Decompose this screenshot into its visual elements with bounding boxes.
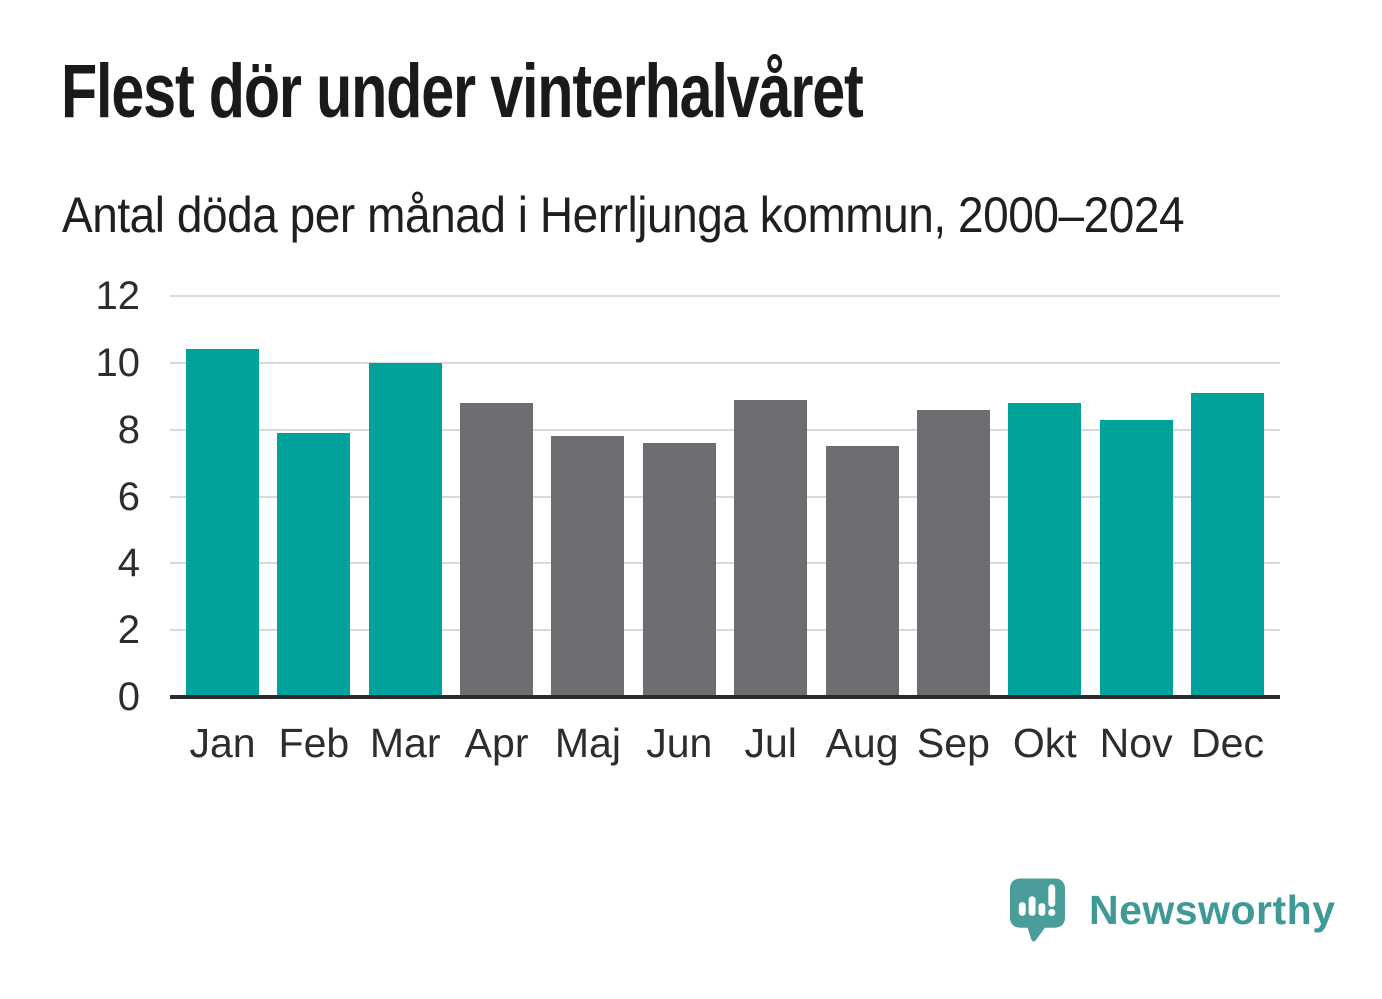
bar-jun: [642, 443, 716, 697]
x-tick-label-dec: Dec: [1191, 720, 1264, 766]
bar-chart-speech-bubble-icon: [1009, 878, 1066, 942]
y-tick-label-2: 2: [117, 608, 140, 653]
bar-feb: [277, 433, 351, 697]
x-tick-label-jul: Jul: [744, 720, 797, 766]
bar-sep: [916, 409, 990, 697]
x-tick-label-jun: Jun: [646, 720, 713, 766]
y-tick-label-6: 6: [117, 474, 140, 519]
brand-wordmark: Newsworthy: [1089, 886, 1336, 933]
bar-apr: [460, 402, 534, 697]
bar-jul: [734, 399, 808, 697]
x-tick-label-okt: Okt: [1012, 720, 1077, 766]
x-tick-label-aug: Aug: [825, 720, 899, 766]
gridline-10: [170, 361, 1280, 364]
bar-okt: [1008, 402, 1082, 697]
y-tick-label-4: 4: [117, 541, 140, 586]
gridline-6: [170, 495, 1280, 498]
y-tick-label-10: 10: [95, 340, 141, 385]
bar-jan: [186, 349, 259, 697]
gridline-2: [170, 629, 1280, 632]
x-tick-label-mar: Mar: [369, 720, 441, 766]
y-tick-label-8: 8: [117, 407, 140, 452]
x-tick-label-apr: Apr: [464, 720, 529, 766]
x-axis-line: [170, 695, 1280, 699]
page-title: Flest dör under vinterhalvåret: [61, 49, 864, 134]
gridline-4: [170, 562, 1280, 565]
bar-nov: [1099, 419, 1173, 697]
newsworthy-logo: Newsworthy: [1008, 876, 1336, 944]
x-tick-label-feb: Feb: [278, 720, 350, 766]
gridline-8: [170, 428, 1280, 431]
bar-dec: [1191, 392, 1264, 697]
gridline-12: [170, 295, 1280, 297]
y-tick-label-0: 0: [117, 675, 140, 719]
x-tick-label-maj: Maj: [554, 720, 621, 766]
y-tick-label-12: 12: [95, 274, 141, 318]
bar-chart: 0 2 4 6 8 10 12 Jan Feb Mar Apr Maj Jun Jul Aug Sep Okt…: [96, 274, 1280, 766]
x-tick-label-nov: Nov: [1099, 720, 1173, 766]
x-tick-label-jan: Jan: [189, 720, 256, 766]
bar-maj: [551, 436, 625, 697]
bar-aug: [825, 446, 899, 697]
chart-subtitle: Antal döda per månad i Herrljunga kommun…: [62, 187, 1185, 243]
bar-mar: [368, 362, 442, 697]
x-tick-label-sep: Sep: [916, 720, 990, 766]
